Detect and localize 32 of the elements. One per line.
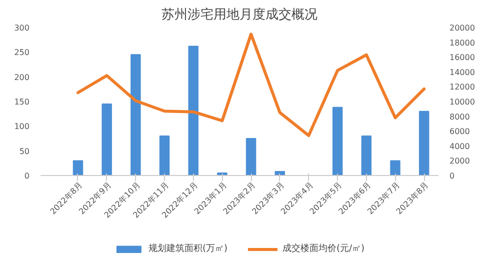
y2-tick-label: 2000 bbox=[450, 156, 470, 166]
y2-tick-label: 10000 bbox=[450, 98, 475, 106]
y2-tick-label: 0 bbox=[450, 172, 455, 180]
bar bbox=[390, 160, 400, 176]
y2-tick-label: 20000 bbox=[450, 24, 475, 32]
y-tick-label: 150 bbox=[14, 98, 30, 106]
y2-tick-label: 6000 bbox=[450, 127, 470, 136]
y2-tick-label: 16000 bbox=[450, 53, 475, 62]
y2-tick-label: 12000 bbox=[450, 82, 475, 92]
line-series bbox=[76, 32, 426, 138]
bar bbox=[361, 136, 372, 176]
bar bbox=[102, 103, 112, 176]
y2-tick-label: 14000 bbox=[450, 68, 475, 77]
y-tick-label: 250 bbox=[14, 48, 30, 58]
y-tick-label: 300 bbox=[14, 24, 30, 32]
y2-tick-label: 18000 bbox=[450, 38, 475, 48]
legend-label: 成交楼面均价(元/㎡) bbox=[282, 242, 365, 255]
bar bbox=[246, 138, 256, 176]
legend-label: 规划建筑面积(万㎡) bbox=[148, 242, 228, 255]
bar bbox=[188, 46, 198, 176]
bar bbox=[130, 54, 141, 176]
y-tick-label: 200 bbox=[14, 72, 30, 82]
y2-tick-label: 8000 bbox=[450, 112, 470, 122]
y-tick-label: 100 bbox=[14, 122, 30, 132]
y-tick-label: 50 bbox=[19, 146, 30, 156]
chart-title: 苏州涉宅用地月度成交概况 bbox=[162, 6, 318, 22]
y-tick-label: 0 bbox=[24, 172, 30, 180]
y2-tick-label: 4000 bbox=[450, 142, 470, 151]
bar bbox=[332, 106, 343, 176]
bar bbox=[418, 110, 430, 176]
bar bbox=[159, 136, 170, 176]
bar bbox=[72, 160, 84, 176]
